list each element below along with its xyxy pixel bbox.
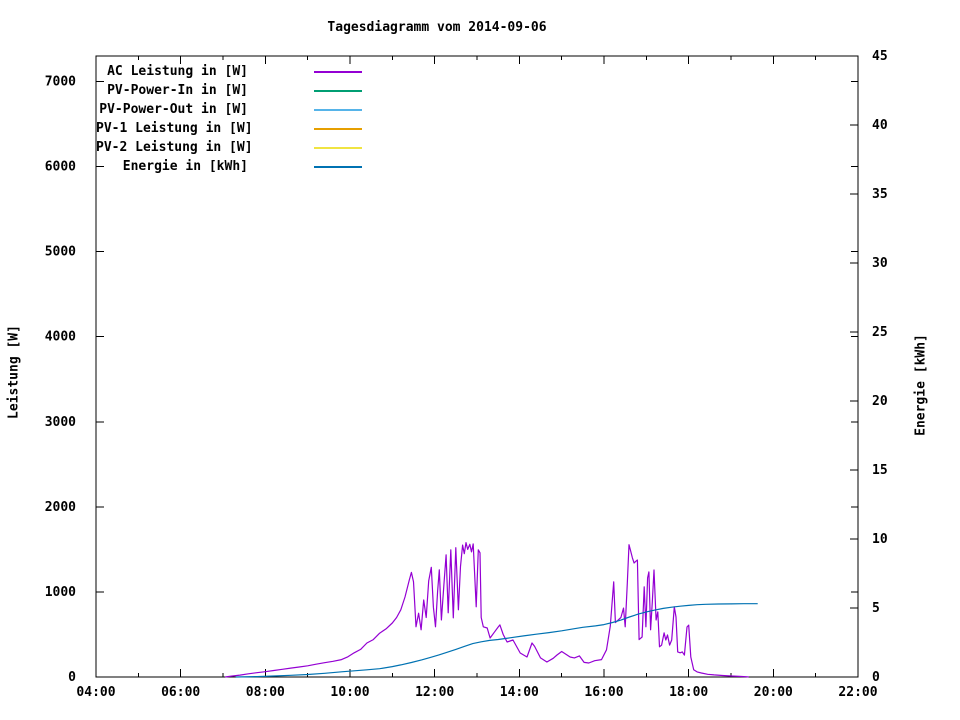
legend-line-sample xyxy=(314,146,362,149)
chart-title: Tagesdiagramm vom 2014-09-06 xyxy=(327,20,547,35)
y2-tick-label: 10 xyxy=(872,532,888,547)
y2-tick-label: 5 xyxy=(872,601,880,616)
series-line-ac-leistung-in-w- xyxy=(225,541,749,678)
legend-line-sample xyxy=(314,89,362,92)
y1-tick-label: 6000 xyxy=(45,160,76,175)
x-tick-label: 06:00 xyxy=(161,685,200,700)
x-tick-label: 20:00 xyxy=(754,685,793,700)
y1-tick-label: 1000 xyxy=(45,585,76,600)
y2-tick-label: 30 xyxy=(872,256,888,271)
x-tick-label: 04:00 xyxy=(76,685,115,700)
y1-tick-label: 0 xyxy=(68,670,76,685)
legend-line-sample xyxy=(314,108,362,111)
legend-item-pv2-leistung: PV-2 Leistung in [W] xyxy=(96,138,362,157)
y1-tick-label: 2000 xyxy=(45,500,76,515)
series-line-energie-in-kwh- xyxy=(235,603,758,678)
legend: AC Leistung in [W] PV-Power-In in [W] PV… xyxy=(96,62,362,176)
legend-item-pv-power-in: PV-Power-In in [W] xyxy=(96,81,362,100)
legend-label: PV-Power-Out in [W] xyxy=(99,102,248,117)
y2-tick-label: 20 xyxy=(872,394,888,409)
y1-tick-label: 4000 xyxy=(45,330,76,345)
x-tick-label: 14:00 xyxy=(500,685,539,700)
y2-tick-label: 35 xyxy=(872,187,888,202)
legend-label: PV-2 Leistung in [W] xyxy=(96,140,253,155)
x-tick-label: 16:00 xyxy=(584,685,623,700)
y1-tick-label: 3000 xyxy=(45,415,76,430)
legend-label: PV-Power-In in [W] xyxy=(107,83,248,98)
x-tick-label: 10:00 xyxy=(330,685,369,700)
legend-label: PV-1 Leistung in [W] xyxy=(96,121,253,136)
y2-tick-label: 15 xyxy=(872,463,888,478)
legend-item-pv1-leistung: PV-1 Leistung in [W] xyxy=(96,119,362,138)
y1-tick-label: 5000 xyxy=(45,245,76,260)
x-tick-label: 22:00 xyxy=(838,685,877,700)
legend-line-sample xyxy=(314,127,362,130)
legend-item-pv-power-out: PV-Power-Out in [W] xyxy=(96,100,362,119)
legend-item-ac-leistung: AC Leistung in [W] xyxy=(96,62,362,81)
y2-tick-label: 40 xyxy=(872,118,888,133)
legend-item-energie: Energie in [kWh] xyxy=(96,157,362,176)
legend-label: AC Leistung in [W] xyxy=(107,64,248,79)
x-tick-label: 18:00 xyxy=(669,685,708,700)
y1-tick-label: 7000 xyxy=(45,75,76,90)
x-tick-label: 12:00 xyxy=(415,685,454,700)
y2-tick-label: 0 xyxy=(872,670,880,685)
x-tick-label: 08:00 xyxy=(246,685,285,700)
y2-tick-label: 45 xyxy=(872,49,888,64)
y2-tick-label: 25 xyxy=(872,325,888,340)
legend-label: Energie in [kWh] xyxy=(122,159,248,174)
legend-line-sample xyxy=(314,70,362,73)
legend-line-sample xyxy=(314,165,362,168)
